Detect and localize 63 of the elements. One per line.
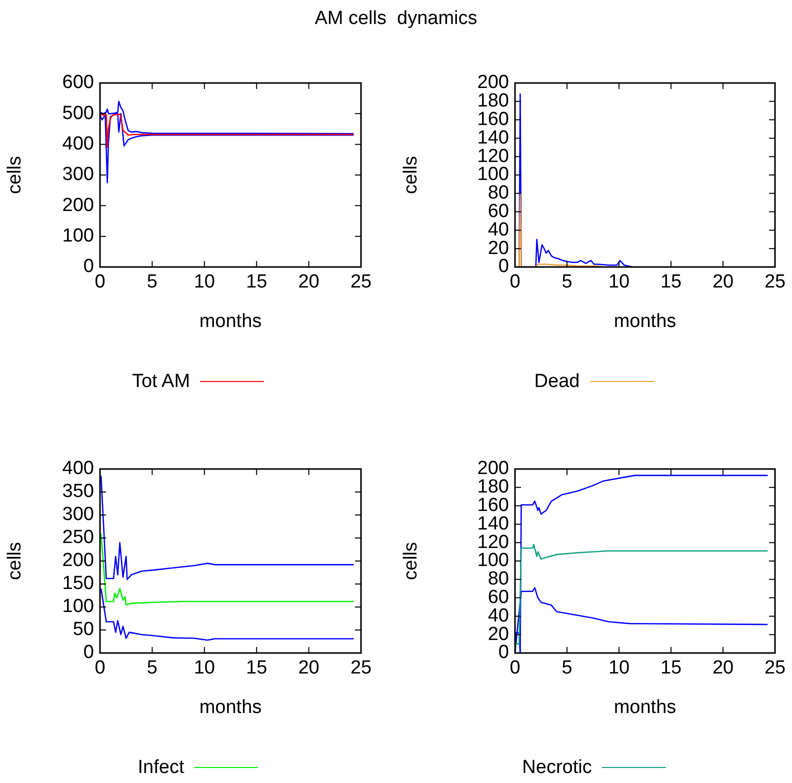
y-tick-label: 400 [62,458,94,480]
y-tick-label: 0 [83,256,94,278]
y-tick-label: 180 [477,90,509,112]
y-axis-title: cells [400,542,422,580]
y-tick-label: 0 [498,642,509,664]
y-tick-label: 180 [477,476,509,498]
y-tick-label: 100 [477,550,509,572]
y-tick-label: 80 [488,568,509,590]
x-axis-title: months [199,696,262,718]
x-tick-label: 5 [562,272,572,293]
x-tick-label: 15 [246,272,268,293]
x-tick-label: 15 [660,658,682,679]
x-axis-title: months [199,310,262,332]
x-axis-title: months [614,696,676,718]
y-tick-label: 100 [477,164,509,186]
y-tick-label: 350 [62,481,94,502]
x-tick-label: 25 [764,658,786,679]
y-axis-title: cells [4,156,26,194]
y-tick-label: 50 [72,619,94,640]
y-tick-label: 300 [62,504,94,526]
y-tick-label: 300 [62,164,94,186]
y-tick-label: 200 [62,550,94,572]
y-tick-label: 400 [62,134,94,155]
y-tick-label: 200 [62,194,94,216]
y-tick-label: 120 [477,532,509,553]
x-tick-label: 15 [660,272,682,293]
y-tick-label: 100 [62,596,94,618]
y-tick-label: 20 [488,238,509,259]
legend-label: Dead [534,371,580,392]
x-tick-label: 5 [562,658,572,679]
y-tick-label: 250 [62,527,94,548]
x-tick-label: 5 [146,272,158,293]
y-tick-label: 500 [62,102,94,124]
x-tick-label: 25 [350,272,372,293]
x-tick-label: 20 [298,658,320,679]
legend-label: Necrotic [522,757,592,778]
y-tick-label: 120 [477,146,509,167]
y-tick-label: 100 [62,226,94,247]
y-tick-label: 80 [488,182,509,204]
x-tick-label: 20 [712,272,734,293]
y-tick-label: 0 [83,642,94,664]
y-axis-title: cells [400,156,422,194]
y-tick-label: 200 [477,72,509,94]
x-tick-label: 10 [608,658,630,679]
y-tick-label: 150 [62,573,94,594]
x-tick-label: 25 [764,272,786,293]
x-axis-title: months [614,310,676,332]
y-tick-label: 20 [488,624,509,645]
legend-label: Infect [138,757,184,778]
y-tick-label: 600 [62,72,94,94]
x-tick-label: 15 [246,658,268,679]
x-tick-label: 5 [146,658,158,679]
x-tick-label: 10 [194,272,215,293]
y-axis-title: cells [4,542,26,580]
x-tick-label: 20 [298,272,320,293]
x-tick-label: 25 [350,658,372,679]
x-tick-label: 10 [608,272,630,293]
chart-title: AM cells dynamics [314,8,478,30]
x-tick-label: 20 [712,658,734,679]
x-tick-label: 10 [194,658,215,679]
y-tick-label: 0 [498,256,509,278]
y-tick-label: 200 [477,458,509,480]
legend-label: Tot AM [132,371,190,392]
